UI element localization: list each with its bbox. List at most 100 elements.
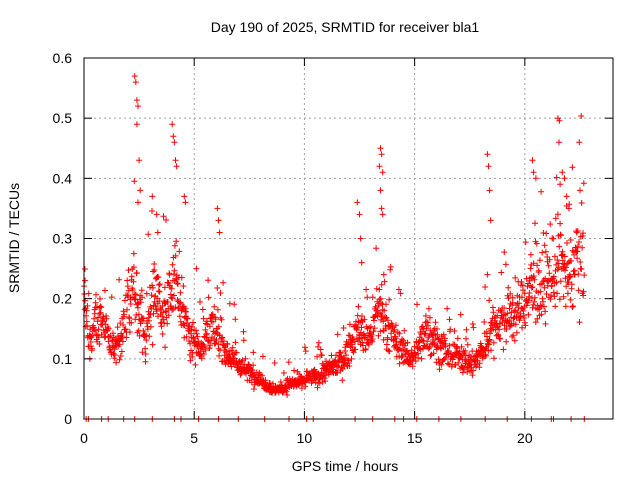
data-point [96,341,103,347]
data-point [553,279,560,286]
data-point [210,318,216,325]
data-point [120,322,127,328]
data-point [206,345,213,351]
data-point [165,312,172,319]
data-point [430,350,437,357]
data-point [178,274,185,281]
data-point [563,283,570,290]
data-point [133,312,140,318]
data-point [187,330,194,337]
data-point [84,302,91,309]
data-point [89,345,96,352]
data-point [139,294,145,301]
data-point [545,262,552,269]
data-point [548,292,554,299]
data-point [142,358,149,365]
data-point [233,349,240,356]
data-point [425,305,432,312]
data-point [90,324,97,331]
data-point [517,313,524,320]
data-point [525,311,532,318]
data-point [385,347,392,354]
data-point [314,353,321,360]
data-point [432,319,439,326]
data-point [498,269,505,276]
data-point [563,264,570,271]
data-point [503,326,510,332]
data-point [215,323,222,330]
data-point [197,299,203,305]
data-point [391,326,398,333]
data-point [486,337,493,344]
data-point [373,245,380,252]
data-point [130,250,137,257]
data-point [95,326,102,333]
data-point [382,314,389,321]
data-point [358,324,365,331]
data-point [571,251,578,258]
data-point [531,276,538,283]
data-point [231,301,238,308]
data-point [124,277,131,284]
data-point [529,284,536,291]
data-point [438,361,445,368]
chart-title: Day 190 of 2025, SRMTID for receiver bla… [211,19,480,35]
data-point [561,175,568,182]
data-point [565,279,572,286]
data-point [378,281,385,288]
data-point [393,338,400,345]
data-point [211,330,218,337]
data-point [370,328,377,335]
data-point [520,287,526,294]
data-point [561,253,568,260]
data-point [376,286,383,293]
data-point [239,357,246,364]
data-point [422,312,429,319]
data-point [531,294,538,301]
data-point [161,284,168,291]
data-point [557,278,564,285]
data-point [423,319,430,325]
data-point [396,360,403,367]
data-point [550,273,557,280]
data-point [183,333,190,340]
data-point [280,370,287,376]
data-point [232,316,239,323]
data-point [156,281,163,288]
data-point [154,229,161,236]
data-point [347,344,354,351]
data-point [562,303,569,310]
data-point [334,362,341,369]
data-point [146,317,152,324]
data-point [214,285,221,291]
data-point [318,352,325,359]
data-point [218,316,225,323]
data-point [395,286,402,293]
data-point [563,193,570,200]
data-point [121,311,128,318]
data-point [317,346,324,353]
data-point [259,353,266,360]
data-point [335,363,342,370]
data-point [415,354,422,361]
data-point [578,266,585,272]
data-point [387,263,394,270]
data-point [130,264,137,271]
data-point [164,320,171,327]
data-point [318,369,325,376]
data-point [199,306,206,313]
data-point [368,331,375,338]
data-point [483,352,489,359]
data-point [93,291,99,298]
data-point [334,331,341,338]
data-point [96,310,103,317]
data-point [160,316,167,323]
data-point [207,337,214,344]
data-point [143,337,150,344]
data-point [375,332,382,339]
data-point [206,323,213,330]
data-point [392,335,399,342]
data-point [190,319,196,326]
data-point [348,355,355,362]
